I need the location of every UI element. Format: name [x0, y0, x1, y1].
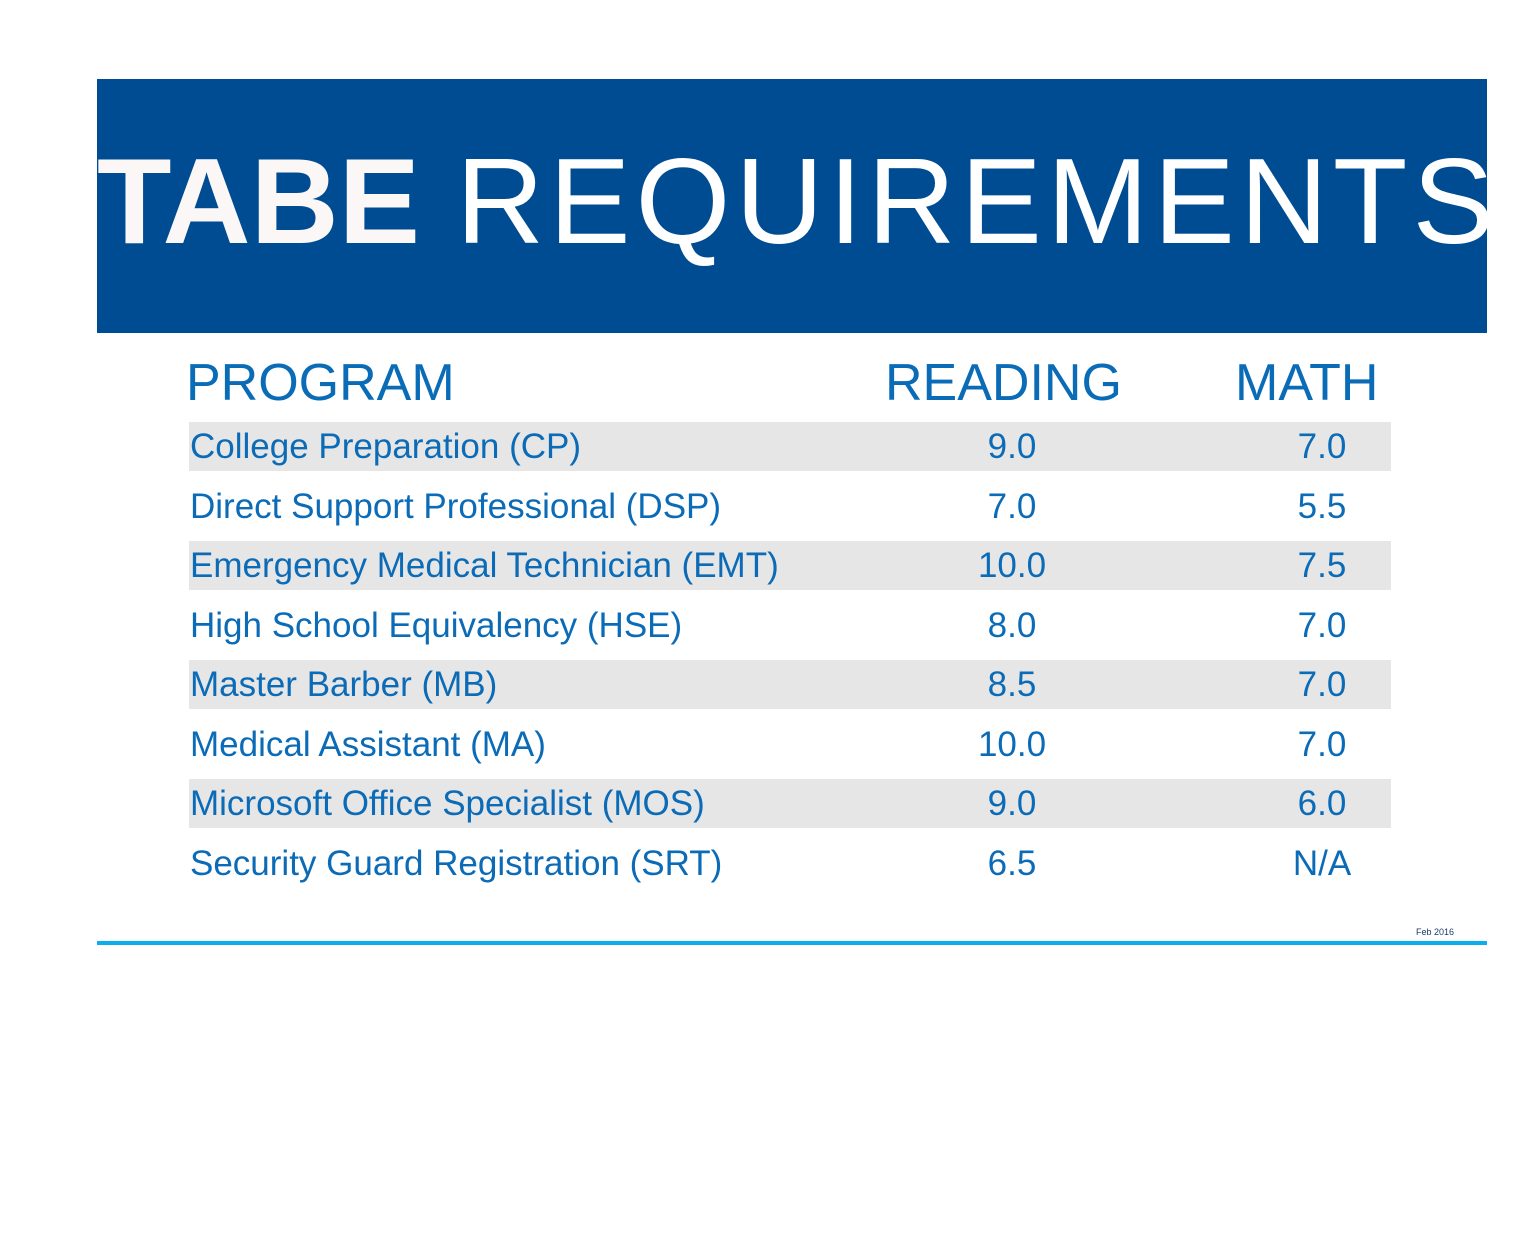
program-cell: Medical Assistant (MA)	[190, 724, 546, 764]
reading-cell: 6.5	[987, 843, 1037, 883]
math-cell: 7.0	[1297, 724, 1347, 764]
table-row: Security Guard Registration (SRT) 6.5 N/…	[189, 839, 1391, 899]
reading-cell: 10.0	[977, 724, 1047, 764]
row-shading	[189, 779, 1391, 828]
table-row: Microsoft Office Specialist (MOS) 9.0 6.…	[189, 779, 1391, 839]
program-cell: Master Barber (MB)	[190, 665, 498, 704]
table-row: High School Equivalency (HSE) 8.0 7.0	[189, 601, 1391, 661]
title-light: REQUIREMENTS	[455, 133, 1499, 269]
table-row: College Preparation (CP) 9.0 7.0	[189, 422, 1391, 482]
math-cell: 6.0	[1297, 784, 1347, 823]
table-row: Master Barber (MB) 8.5 7.0	[189, 660, 1391, 720]
reading-cell: 9.0	[987, 427, 1037, 466]
page-title: TABE REQUIREMENTS	[97, 131, 1494, 271]
revision-date: Feb 2016	[1415, 927, 1454, 937]
math-cell: 7.5	[1297, 546, 1347, 585]
reading-cell: 8.0	[987, 605, 1037, 645]
column-header-program: PROGRAM	[186, 354, 455, 412]
title-bold: TABE	[97, 133, 421, 269]
table-row: Medical Assistant (MA) 10.0 7.0	[189, 720, 1391, 780]
math-cell: 7.0	[1297, 427, 1347, 466]
program-cell: College Preparation (CP)	[190, 427, 582, 466]
reading-cell: 10.0	[977, 546, 1047, 585]
row-shading	[189, 660, 1391, 709]
column-header-math: MATH	[1235, 354, 1379, 412]
column-header-reading: READING	[885, 354, 1122, 412]
title-banner: TABE REQUIREMENTS	[97, 79, 1494, 333]
footer-divider	[97, 941, 1487, 945]
program-cell: Direct Support Professional (DSP)	[190, 486, 722, 526]
reading-cell: 8.5	[987, 665, 1037, 704]
requirements-table: College Preparation (CP) 9.0 7.0 Direct …	[189, 422, 1391, 898]
program-cell: Security Guard Registration (SRT)	[190, 843, 723, 883]
program-cell: Microsoft Office Specialist (MOS)	[190, 784, 705, 823]
program-cell: High School Equivalency (HSE)	[190, 605, 683, 645]
row-shading	[189, 541, 1391, 590]
reading-cell: 7.0	[987, 486, 1037, 526]
math-cell: 5.5	[1297, 486, 1347, 526]
table-row: Emergency Medical Technician (EMT) 10.0 …	[189, 541, 1391, 601]
math-cell: 7.0	[1297, 665, 1347, 704]
math-cell: N/A	[1292, 843, 1352, 883]
table-row: Direct Support Professional (DSP) 7.0 5.…	[189, 482, 1391, 542]
reading-cell: 9.0	[987, 784, 1037, 823]
program-cell: Emergency Medical Technician (EMT)	[190, 546, 779, 585]
math-cell: 7.0	[1297, 605, 1347, 645]
row-shading	[189, 422, 1391, 471]
